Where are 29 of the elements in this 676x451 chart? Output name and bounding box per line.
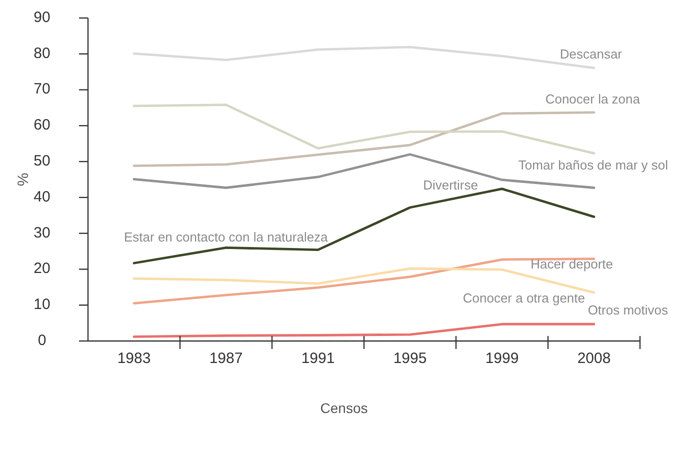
series-label: Hacer deporte	[530, 256, 613, 272]
y-tick-label: 30	[34, 224, 50, 242]
x-axis-title: Censos	[320, 400, 368, 416]
x-tick-label: 1991	[301, 350, 335, 367]
y-tick-label: 80	[34, 44, 50, 62]
x-tick-label: 1999	[485, 350, 519, 367]
x-tick-label: 1983	[117, 350, 151, 367]
y-tick-label: 50	[34, 152, 50, 170]
line-series	[132, 153, 596, 189]
x-tick-label: 1995	[393, 350, 427, 367]
series-label: Otros motivos	[588, 302, 668, 318]
y-tick-label: 20	[34, 260, 50, 278]
y-tick-label: 10	[34, 296, 50, 314]
y-tick-label: 60	[34, 116, 50, 134]
x-tick-label: 1987	[209, 350, 243, 367]
series-label: Conocer a otra gente	[462, 290, 585, 306]
line-series	[132, 104, 596, 154]
line-series	[132, 322, 596, 338]
series-label: Estar en contacto con la naturaleza	[124, 229, 329, 244]
series-label: Descansar	[560, 46, 623, 62]
series-label: Tomar baños de mar y sol	[518, 157, 668, 172]
series-label: Divertirse	[423, 177, 478, 192]
y-tick-label: 0	[38, 332, 46, 349]
y-tick-label: 90	[34, 8, 50, 26]
y-tick-label: 40	[34, 188, 50, 206]
x-tick-label: 2008	[577, 350, 611, 367]
y-tick-label: 70	[34, 80, 50, 98]
y-axis-title: %	[15, 172, 32, 186]
series-label: Conocer la zona	[545, 91, 641, 106]
